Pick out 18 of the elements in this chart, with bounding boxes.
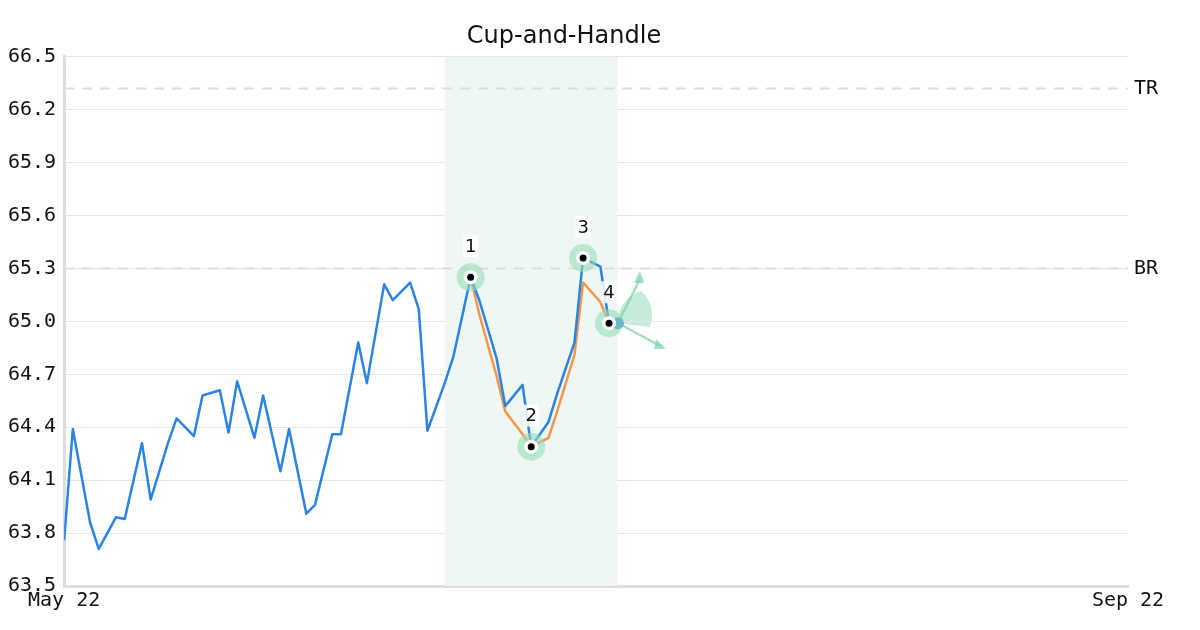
annotation: 1: [464, 234, 477, 256]
y-tick-label: 66.5: [7, 43, 57, 67]
y-tick-label: 65.6: [7, 201, 57, 226]
y-tick-label: 66.2: [7, 95, 57, 120]
annotation: 2: [525, 404, 537, 426]
annotation: 3: [577, 215, 589, 237]
y-tick-label: 64.4: [7, 413, 57, 438]
x-tick-label: Sep 22: [1091, 587, 1165, 612]
y-tick-label: 65.9: [7, 148, 57, 173]
ref-line-label: BR: [1134, 254, 1160, 279]
y-tick-label: 65.3: [7, 254, 57, 279]
y-tick-label: 63.8: [7, 519, 57, 544]
y-tick-label: 65.0: [7, 307, 57, 332]
annotation: 4: [603, 280, 615, 302]
y-tick-label: 64.1: [7, 466, 57, 491]
ref-line-label: TR: [1134, 74, 1160, 99]
y-tick-label: 64.7: [7, 360, 57, 385]
chart-title: Cup-and-Handle: [466, 20, 662, 49]
